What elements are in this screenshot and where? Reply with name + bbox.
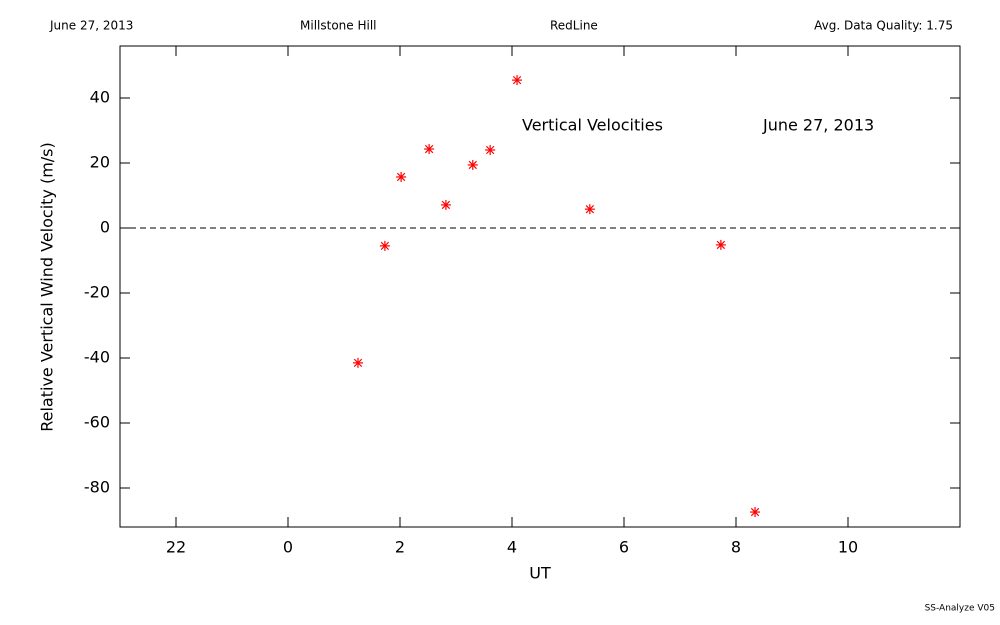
point [353,357,363,368]
point-stroke [468,160,477,170]
header-date: June 27, 2013 [49,19,133,33]
x-axis-label: UT [529,564,551,583]
annotation: June 27, 2013 [762,116,874,135]
point [584,204,595,215]
point [440,199,451,210]
x-tick-label: 10 [838,538,858,557]
y-tick-label: -60 [84,413,110,432]
point-stroke [424,144,434,154]
point [396,171,407,182]
x-tick-label: 2 [395,538,405,557]
y-tick-label: 20 [90,153,110,172]
y-tick-label: -20 [84,283,110,302]
point-stroke [585,204,595,214]
point-stroke [353,358,363,368]
y-tick-label: -40 [84,348,110,367]
point [485,145,496,155]
point-stroke [716,240,726,250]
point-stroke [441,200,451,210]
y-tick-label: 40 [90,88,110,107]
header-quality: Avg. Data Quality: 1.75 [814,19,953,33]
x-tick-label: 6 [619,538,629,557]
annotation: Vertical Velocities [522,116,663,135]
footer: SS-Analyze V05 [925,604,995,614]
point [424,144,435,155]
y-axis-label: Relative Vertical Wind Velocity (m/s) [38,142,57,432]
x-tick-label: 0 [283,538,293,557]
plot-frame [119,45,961,528]
y-tick-label: -80 [84,478,110,497]
header-instrument: RedLine [550,19,598,33]
point-stroke [750,507,760,517]
point [750,507,761,518]
point-stroke [380,241,390,251]
point-stroke [396,172,406,182]
point-stroke [512,75,522,85]
point [715,239,726,250]
point [379,240,390,251]
header-site: Millstone Hill [300,19,376,33]
x-tick-label: 8 [731,538,741,557]
x-tick-label: 22 [166,538,186,557]
x-tick-label: 4 [507,538,517,557]
point-stroke [485,145,495,155]
y-tick-label: 0 [100,218,110,237]
point [512,75,523,86]
point [467,159,478,170]
